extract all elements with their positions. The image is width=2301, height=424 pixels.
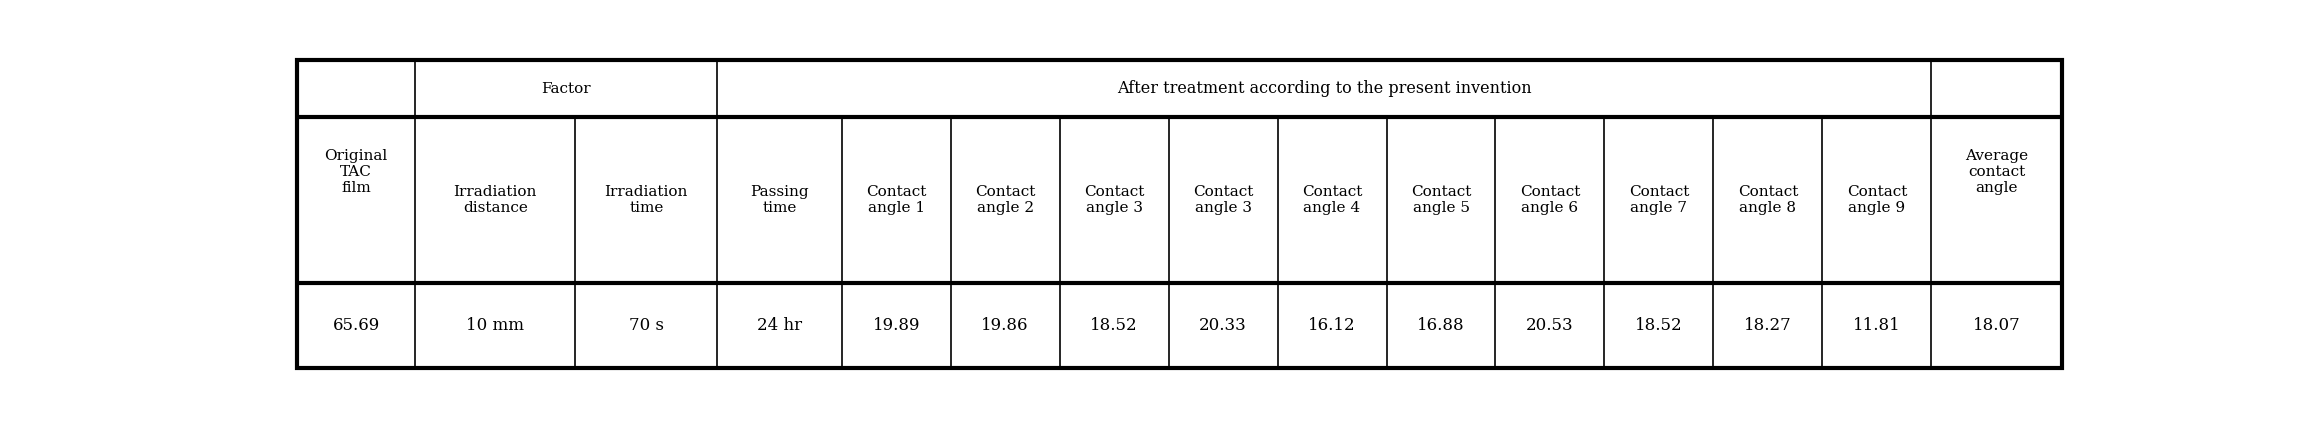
- Text: Original
TAC
film: Original TAC film: [324, 148, 389, 195]
- Text: Irradiation
distance: Irradiation distance: [453, 185, 536, 215]
- Text: Contact
angle 3: Contact angle 3: [1192, 185, 1254, 215]
- Text: 16.12: 16.12: [1309, 317, 1355, 334]
- Text: Contact
angle 1: Contact angle 1: [865, 185, 927, 215]
- Text: Contact
angle 7: Contact angle 7: [1629, 185, 1689, 215]
- Text: 16.88: 16.88: [1417, 317, 1466, 334]
- Text: 24 hr: 24 hr: [757, 317, 803, 334]
- Text: After treatment according to the present invention: After treatment according to the present…: [1116, 80, 1532, 97]
- Text: 20.53: 20.53: [1526, 317, 1574, 334]
- Text: 19.86: 19.86: [983, 317, 1029, 334]
- Text: Contact
angle 5: Contact angle 5: [1411, 185, 1470, 215]
- Text: Contact
angle 4: Contact angle 4: [1302, 185, 1362, 215]
- Text: 65.69: 65.69: [334, 317, 380, 334]
- Text: Average
contact
angle: Average contact angle: [1965, 148, 2027, 195]
- Text: Contact
angle 6: Contact angle 6: [1519, 185, 1581, 215]
- Text: Contact
angle 8: Contact angle 8: [1737, 185, 1797, 215]
- Text: 19.89: 19.89: [872, 317, 920, 334]
- Text: 18.07: 18.07: [1972, 317, 2020, 334]
- Text: Contact
angle 9: Contact angle 9: [1848, 185, 1908, 215]
- Text: 18.27: 18.27: [1744, 317, 1792, 334]
- Text: Factor: Factor: [541, 81, 591, 95]
- Text: 70 s: 70 s: [628, 317, 663, 334]
- Text: 18.52: 18.52: [1091, 317, 1139, 334]
- Text: Contact
angle 2: Contact angle 2: [976, 185, 1035, 215]
- Text: 11.81: 11.81: [1852, 317, 1901, 334]
- Text: 10 mm: 10 mm: [467, 317, 525, 334]
- Text: Irradiation
time: Irradiation time: [605, 185, 688, 215]
- Text: Contact
angle 3: Contact angle 3: [1084, 185, 1144, 215]
- Text: 20.33: 20.33: [1199, 317, 1247, 334]
- Text: 18.52: 18.52: [1636, 317, 1682, 334]
- Text: Passing
time: Passing time: [750, 185, 810, 215]
